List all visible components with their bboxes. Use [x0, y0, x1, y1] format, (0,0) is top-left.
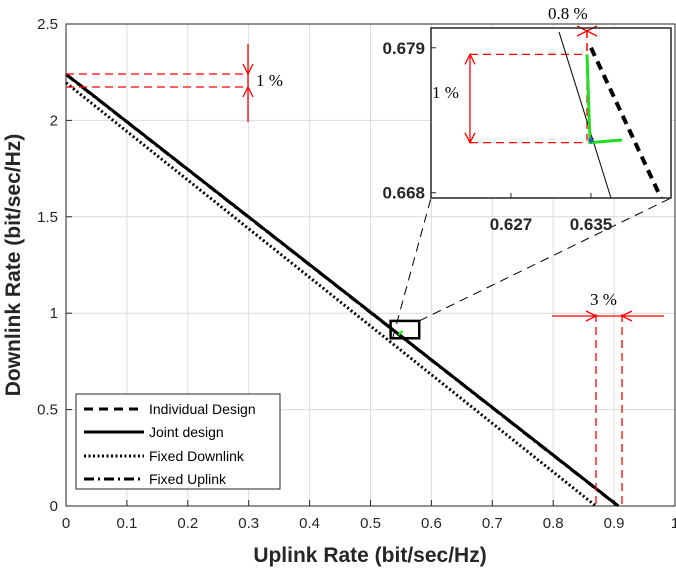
inset-x-tick-label: 0.635	[570, 215, 613, 234]
legend-label-joint: Joint design	[149, 424, 224, 440]
zoom-highlight	[397, 330, 404, 336]
x-tick-label: 0.8	[543, 515, 564, 532]
series-line-fixed-downlink	[65, 81, 597, 508]
legend-label-fixed-downlink: Fixed Downlink	[149, 448, 245, 464]
y-tick-labels: 0 0.5 1 1.5 2 2.5	[37, 16, 58, 515]
inset-x-tick-label: 0.627	[490, 215, 533, 234]
legend-label-individual: Individual Design	[149, 401, 256, 417]
x-axis-label: Uplink Rate (bit/sec/Hz)	[253, 544, 486, 567]
inset-line-dashed	[589, 46, 663, 199]
inset-marker: *	[588, 136, 595, 152]
annotation-1pct-main: 1 %	[66, 44, 283, 122]
main-axes-frame	[65, 23, 676, 507]
y-tick-label: 1	[50, 305, 58, 322]
x-tick-label: 0.3	[238, 515, 259, 532]
x-tick-label: 0.9	[604, 515, 625, 532]
x-tick-label: 0.2	[177, 515, 198, 532]
annotation-3pct-label: 3 %	[590, 290, 617, 309]
inset-lines: *	[464, 25, 663, 199]
x-tick-labels: 0 0.1 0.2 0.3 0.4 0.5 0.6 0.7 0.8 0.9 1	[62, 515, 676, 532]
x-tick-label: 0.7	[482, 515, 503, 532]
inset-arrowhead-down	[464, 132, 476, 145]
inset-plot: * 0.668 0.679 0.627 0.635 0.8 % 1 %	[382, 4, 672, 234]
annotation-1pct-label: 1 %	[256, 71, 283, 90]
y-tick-label: 0.5	[37, 402, 58, 419]
x-tick-label: 1	[671, 515, 676, 532]
inset-tick-labels: 0.668 0.679 0.627 0.635	[382, 39, 612, 234]
legend-box	[75, 393, 281, 490]
inset-y-tick-label: 0.668	[382, 184, 425, 203]
y-tick-label: 2.5	[37, 16, 58, 33]
inset-background	[431, 28, 671, 198]
annotation-3pct: 3 %	[552, 290, 664, 506]
zoom-rectangle	[389, 319, 421, 340]
series-line-joint-design	[65, 72, 620, 508]
inset-annotation-08pct: 0.8 %	[548, 4, 588, 23]
x-tick-label: 0	[62, 515, 70, 532]
inset-line-solid	[558, 31, 612, 199]
inset-frame	[430, 27, 672, 199]
inset-highlight-path	[585, 54, 623, 145]
y-tick-label: 2	[50, 112, 58, 129]
x-tick-label: 0.1	[116, 515, 137, 532]
legend: Individual Design Joint design Fixed Dow…	[75, 393, 281, 490]
legend-label-fixed-uplink: Fixed Uplink	[149, 471, 227, 487]
inset-y-tick-label: 0.679	[382, 39, 425, 58]
x-tick-label: 0.5	[360, 515, 381, 532]
y-tick-label: 1.5	[37, 209, 58, 226]
y-tick-label: 0	[50, 498, 58, 515]
zoom-connector-right	[419, 197, 672, 322]
x-tick-label: 0.4	[299, 515, 320, 532]
inset-arrowhead-up	[464, 52, 476, 65]
main-plot-lines	[65, 72, 620, 508]
zoom-connector-left	[392, 197, 432, 339]
y-axis-label: Downlink Rate (bit/sec/Hz)	[2, 134, 25, 397]
zoom-region	[389, 197, 672, 340]
inset-annotation-1pct: 1 %	[432, 83, 459, 102]
x-tick-label: 0.6	[421, 515, 442, 532]
